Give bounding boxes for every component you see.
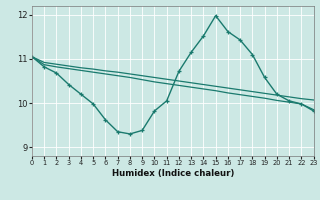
- X-axis label: Humidex (Indice chaleur): Humidex (Indice chaleur): [112, 169, 234, 178]
